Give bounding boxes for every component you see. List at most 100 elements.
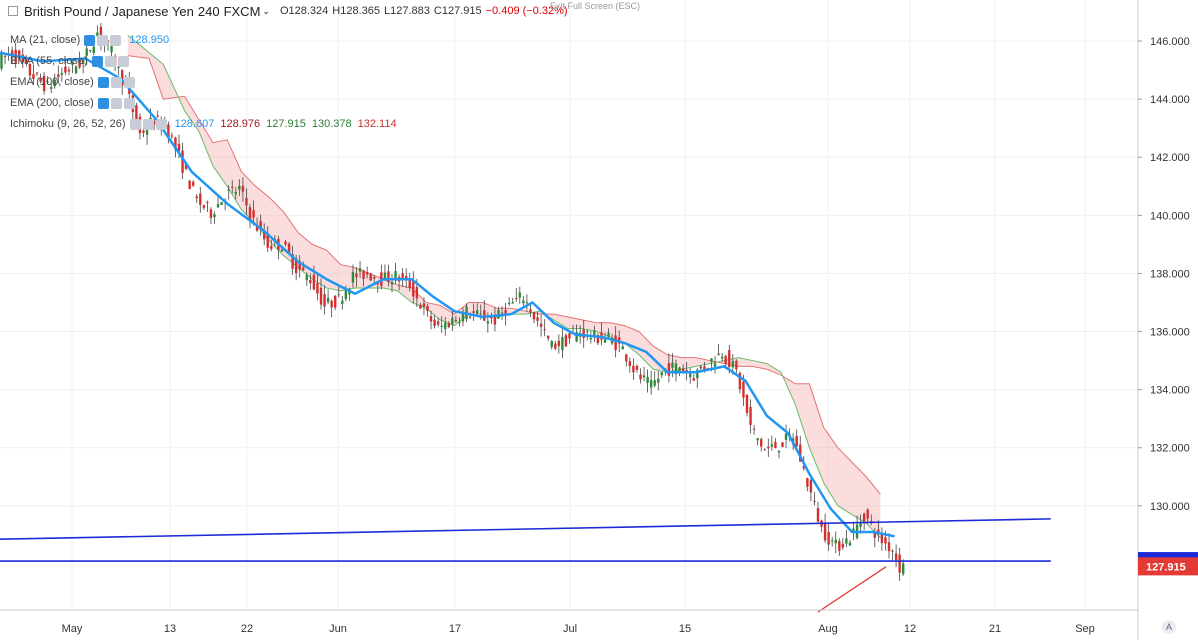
candle-body [330, 300, 333, 308]
candle-body [635, 365, 639, 370]
candle-body [554, 343, 557, 349]
high-value: H128.365 [332, 5, 380, 17]
candle-body [121, 70, 124, 86]
legend-ema55[interactable]: EMA (55, close) [10, 52, 131, 70]
gear-icon[interactable] [110, 97, 122, 109]
candle-body [383, 272, 387, 281]
legend-ichimoku[interactable]: Ichimoku (9, 26, 52, 26) 128.607 128.976… [10, 115, 397, 133]
candle-body [468, 316, 472, 318]
auto-scale-button[interactable]: A [1162, 620, 1176, 634]
candle-body [412, 279, 415, 297]
candle-body [628, 361, 632, 367]
candle-body [39, 77, 42, 82]
candle-body [181, 150, 184, 173]
candle-body [472, 311, 475, 313]
gear-icon[interactable] [110, 76, 122, 88]
legend-ma21[interactable]: MA (21, close) 128.950 [10, 31, 169, 49]
candle-body [10, 50, 14, 57]
candle-body [28, 64, 32, 76]
candle-body [593, 330, 596, 337]
candle-body [518, 292, 521, 298]
candle-body [96, 32, 99, 37]
candle-body [287, 243, 291, 254]
candle-body [809, 480, 813, 493]
eye-icon[interactable] [91, 55, 103, 67]
eye-icon[interactable] [84, 34, 96, 46]
candle-body [713, 363, 717, 367]
candle-body [625, 354, 628, 362]
candle-body [486, 321, 490, 324]
candle-body [81, 60, 85, 64]
candle-body [525, 302, 529, 304]
candle-body [99, 26, 103, 42]
candle-body [848, 542, 852, 546]
candle-body [341, 300, 344, 304]
candle-body [831, 540, 834, 542]
trend-lines[interactable] [0, 518, 1051, 613]
close-icon[interactable] [123, 76, 135, 88]
candle-body [284, 241, 287, 245]
gear-icon[interactable] [104, 55, 116, 67]
legend-label: Ichimoku (9, 26, 52, 26) [10, 118, 126, 130]
change-value: −0.409 (−0.32%) [485, 5, 568, 17]
candle-body [603, 337, 607, 343]
candle-body [522, 300, 525, 304]
candle-body [657, 378, 660, 383]
candle-body [408, 280, 411, 289]
ichimoku-value-2: 128.976 [220, 118, 261, 130]
candle-body [749, 406, 752, 425]
candle-body [507, 302, 511, 304]
gear-icon[interactable] [97, 34, 109, 46]
close-icon[interactable] [117, 55, 129, 67]
candle-body [536, 317, 539, 321]
close-icon[interactable] [110, 34, 122, 46]
legend-ema100[interactable]: EMA (100, close) [10, 73, 137, 91]
x-tick-label: 22 [241, 623, 253, 635]
candle-body [213, 214, 216, 218]
candle-body [461, 311, 465, 322]
candle-body [813, 500, 816, 502]
candle-body [887, 542, 891, 552]
candle-body [305, 274, 308, 281]
candle-body [92, 46, 95, 54]
candle-body [64, 66, 67, 73]
candle-body [614, 335, 617, 351]
candle-body [302, 267, 305, 271]
candle-body [263, 232, 266, 240]
candle-body [270, 245, 273, 249]
candle-body [834, 539, 837, 544]
candle-body [53, 79, 56, 87]
candle-body [195, 196, 198, 199]
candle-body [234, 191, 237, 195]
candle-body [401, 273, 404, 279]
x-tick-label: 15 [679, 623, 691, 635]
candle-body [547, 335, 550, 339]
exit-fullscreen-hint[interactable]: Exit Full Screen (ESC) [550, 1, 641, 11]
y-tick-label: 132.000 [1150, 443, 1190, 455]
candle-body [692, 378, 695, 381]
candle-body [18, 50, 21, 57]
candle-body [838, 541, 841, 551]
eye-icon[interactable] [129, 118, 141, 130]
collapse-icon[interactable] [8, 6, 18, 16]
candle-body [500, 312, 504, 314]
candle-body [142, 130, 145, 133]
close-icon[interactable] [155, 118, 167, 130]
ichimoku-value-5: 132.114 [357, 118, 397, 130]
eye-icon[interactable] [97, 76, 109, 88]
candle-body [67, 69, 71, 72]
close-icon[interactable] [123, 97, 135, 109]
gear-icon[interactable] [142, 118, 154, 130]
eye-icon[interactable] [97, 97, 109, 109]
legend-ema200[interactable]: EMA (200, close) [10, 94, 137, 112]
candle-body [784, 433, 788, 440]
ichimoku-value-1: 128.607 [174, 118, 215, 130]
candle-body [777, 450, 781, 453]
symbol-header: British Pound / Japanese Yen 240 FXCM ⌄ … [8, 2, 568, 20]
candle-body [426, 305, 429, 311]
candle-body [823, 522, 827, 541]
y-tick-label: 146.000 [1150, 36, 1190, 48]
chevron-down-icon[interactable]: ⌄ [262, 5, 270, 16]
